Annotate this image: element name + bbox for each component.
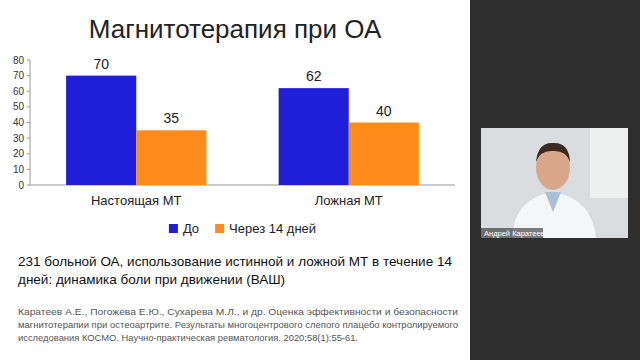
x-tick-label: Настоящая МТ (91, 193, 182, 208)
data-label: 70 (93, 56, 109, 72)
reference-line: исследования КОСМО. Научно-практическая … (18, 332, 358, 343)
side-panel (470, 0, 640, 360)
x-tick-label: Ложная МТ (315, 193, 383, 208)
bar (66, 76, 136, 185)
y-axis-line (30, 60, 31, 185)
data-labels: 70 62 35 40 (93, 56, 391, 127)
y-tick-label: 10 (13, 164, 25, 175)
speaker-name: Андрей Каратеев (484, 229, 545, 238)
bar (136, 130, 206, 185)
legend-label: До (183, 221, 199, 236)
data-label: 40 (376, 103, 392, 119)
data-label: 35 (164, 110, 180, 126)
reference-line: Каратеев А.Е., Погожева Е.Ю., Сухарева М… (18, 306, 458, 317)
legend-swatch (215, 224, 224, 233)
y-tick-label: 30 (13, 133, 25, 144)
reference-line: магнитотерапии при остеоартрите. Результ… (18, 319, 458, 330)
caption-line: 231 больной ОА, использование истинной и… (18, 254, 452, 269)
y-axis: 0 10 20 30 40 50 60 70 80 (13, 55, 30, 191)
y-tick-label: 50 (13, 101, 25, 112)
data-label: 62 (306, 68, 322, 84)
slide-canvas: Магнитотерапия при ОА 0 10 20 30 40 50 60 70 80 70… (0, 0, 640, 360)
caption-line: дней: динамика боли при движении (ВАШ) (18, 272, 285, 287)
bars (66, 76, 419, 185)
y-tick-label: 20 (13, 148, 25, 159)
y-tick-label: 80 (13, 55, 25, 66)
y-tick-label: 0 (18, 180, 24, 191)
webcam-hair (536, 143, 570, 162)
webcam-background (481, 128, 628, 238)
webcam-shirt (545, 192, 561, 212)
y-tick-label: 40 (13, 117, 25, 128)
webcam-wall (590, 128, 628, 198)
y-tick-label: 60 (13, 86, 25, 97)
webcam: Андрей Каратеев (481, 128, 628, 238)
legend: До Через 14 дней (169, 221, 316, 236)
bar (349, 123, 419, 186)
slide-background (0, 0, 640, 360)
y-tick-label: 70 (13, 70, 25, 81)
bar (279, 88, 349, 185)
legend-label: Через 14 дней (229, 221, 316, 236)
legend-swatch (169, 224, 178, 233)
chart-title: Магнитотерапия при ОА (89, 14, 382, 44)
